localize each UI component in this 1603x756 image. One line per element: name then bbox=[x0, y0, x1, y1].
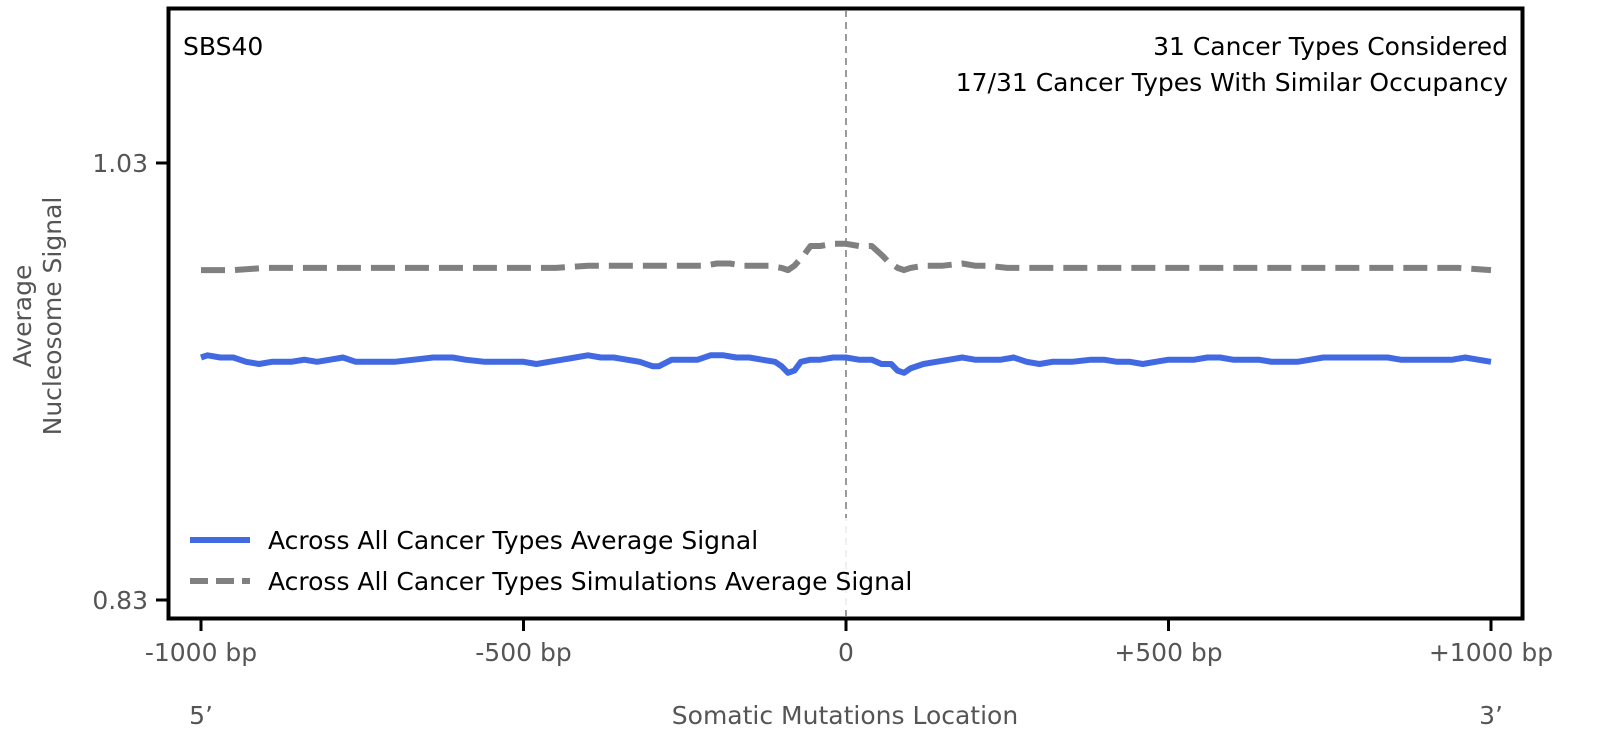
x-tick-label: +500 bp bbox=[1114, 638, 1222, 667]
legend-background bbox=[180, 518, 990, 606]
series-line-simulated bbox=[201, 240, 1492, 274]
series-line-observed bbox=[200, 352, 1492, 376]
x-tick-label: -1000 bp bbox=[145, 638, 257, 667]
x-tick-label: +1000 bp bbox=[1429, 638, 1553, 667]
annotation-similar-occupancy: 17/31 Cancer Types With Similar Occupanc… bbox=[956, 68, 1508, 97]
x-axis: -1000 bp -500 bp 0 +500 bp +1000 bp bbox=[145, 619, 1553, 667]
three-prime-label: 3’ bbox=[1479, 701, 1503, 730]
signature-label: SBS40 bbox=[183, 32, 263, 61]
legend-label-simulated: Across All Cancer Types Simulations Aver… bbox=[268, 567, 912, 596]
five-prime-label: 5’ bbox=[189, 701, 213, 730]
legend-label-observed: Across All Cancer Types Average Signal bbox=[268, 526, 758, 555]
y-axis: 1.03 0.83 bbox=[92, 149, 168, 615]
annotation-cancer-types-considered: 31 Cancer Types Considered bbox=[1153, 32, 1508, 61]
x-axis-title: Somatic Mutations Location bbox=[672, 701, 1018, 730]
y-tick-label: 1.03 bbox=[92, 149, 148, 178]
legend: Across All Cancer Types Average Signal A… bbox=[180, 518, 990, 606]
y-axis-title-line-1: Average bbox=[8, 265, 37, 368]
x-tick-label: 0 bbox=[838, 638, 854, 667]
x-tick-label: -500 bp bbox=[475, 638, 571, 667]
y-axis-title-line-2: Nucleosome Signal bbox=[38, 197, 67, 436]
y-tick-label: 0.83 bbox=[92, 586, 148, 615]
series-layer bbox=[200, 240, 1492, 376]
